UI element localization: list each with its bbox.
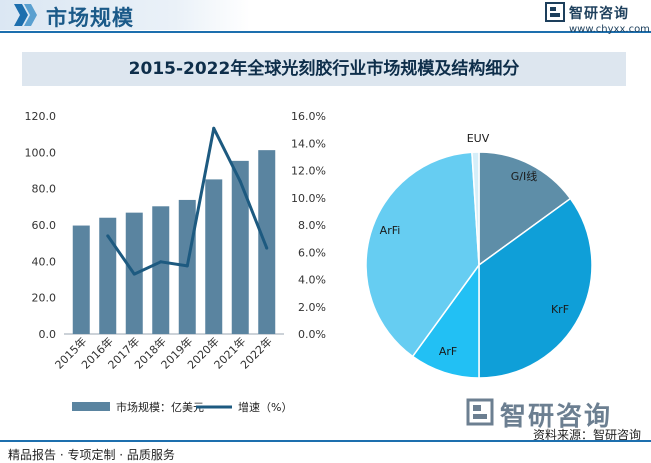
growth-point-2019年 <box>185 264 189 268</box>
double-chevron-icon <box>14 4 37 26</box>
growth-point-2017年 <box>132 272 136 276</box>
watermark-name: 智研咨询 <box>500 402 613 432</box>
y-tick-label: 20.0 <box>32 292 57 305</box>
bar-2018年 <box>152 206 170 334</box>
y2-tick-label: 8.0% <box>298 219 326 232</box>
growth-point-2020年 <box>212 126 216 130</box>
y2-tick-label: 4.0% <box>298 274 326 287</box>
pie-slice-EUV <box>471 151 480 266</box>
growth-point-2021年 <box>238 179 242 183</box>
bar-2022年 <box>258 150 276 334</box>
pie-label: G/I线 <box>511 169 537 183</box>
y-tick-label: 120.0 <box>25 110 57 123</box>
footer-divider <box>0 440 651 442</box>
watermark-logo: 智研咨询 <box>466 396 651 432</box>
pie-label: ArFi <box>380 224 401 237</box>
y2-tick-label: 6.0% <box>298 246 326 259</box>
pie-slice-KrF <box>478 197 593 379</box>
page-header: 市场规模 智研咨询 www.chyxx.com <box>0 0 651 44</box>
header-band <box>0 0 250 30</box>
pie-slice-ArF <box>411 262 480 379</box>
bar-2015年 <box>72 225 90 334</box>
pie-label: EUV <box>467 132 490 145</box>
footer-slogan: 精品报告 · 专项定制 · 品质服务 <box>8 448 175 462</box>
brand-logo-icon <box>545 2 565 22</box>
legend-bar-swatch <box>72 402 110 411</box>
y2-tick-label: 14.0% <box>291 137 326 150</box>
page-title: 市场规模 <box>46 6 134 30</box>
y-tick-label: 0.0 <box>39 328 57 341</box>
bar-2020年 <box>205 179 223 334</box>
y2-tick-label: 2.0% <box>298 301 326 314</box>
y-tick-label: 40.0 <box>32 255 57 268</box>
y-tick-label: 80.0 <box>32 183 57 196</box>
legend-line-label: 增速（%） <box>238 400 292 414</box>
pie-slice-ArFi <box>365 151 480 358</box>
brand-logo-icon <box>466 398 494 426</box>
growth-point-2016年 <box>106 234 110 238</box>
pie-label: ArF <box>439 345 457 358</box>
y2-tick-label: 0.0% <box>298 328 326 341</box>
bar-2021年 <box>231 160 249 334</box>
brand-url[interactable]: www.chyxx.com <box>569 24 650 35</box>
brand-block: 智研咨询 www.chyxx.com <box>545 2 650 36</box>
growth-point-2018年 <box>159 260 163 264</box>
y-tick-label: 100.0 <box>25 146 57 159</box>
source-note: 资料来源：智研咨询 <box>532 428 641 442</box>
pie-slice-G/I线 <box>478 151 572 267</box>
header-divider <box>0 31 651 33</box>
y2-tick-label: 16.0% <box>291 110 326 123</box>
chart-title-band: 2015-2022年全球光刻胶行业市场规模及结构细分 <box>22 52 626 86</box>
y2-tick-label: 10.0% <box>291 192 326 205</box>
bar-2016年 <box>99 217 117 334</box>
chart-title: 2015-2022年全球光刻胶行业市场规模及结构细分 <box>128 59 520 79</box>
y-tick-label: 60.0 <box>32 219 57 232</box>
growth-point-2022年 <box>265 246 269 250</box>
legend-bar-label: 市场规模：亿美元 <box>116 400 204 414</box>
y2-tick-label: 12.0% <box>291 165 326 178</box>
pie-label: KrF <box>551 303 569 316</box>
chart-area: 0.0 20.0 40.0 60.0 80.0 100.0 120.0 0.0% 2.0% 4.0… <box>25 110 593 414</box>
brand-name: 智研咨询 <box>569 6 629 22</box>
